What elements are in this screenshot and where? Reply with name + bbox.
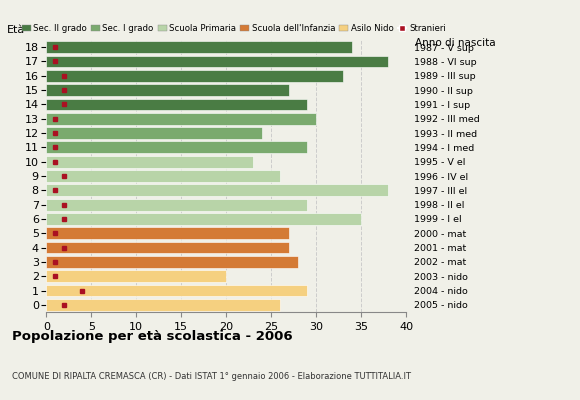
- Bar: [46, 256, 298, 268]
- Bar: [46, 113, 316, 125]
- Bar: [46, 41, 352, 53]
- Y-axis label: Età: Età: [6, 24, 25, 34]
- Bar: [46, 227, 289, 239]
- Bar: [46, 156, 253, 168]
- Bar: [46, 285, 307, 296]
- Bar: [46, 127, 262, 139]
- Bar: [46, 299, 280, 311]
- Bar: [46, 199, 307, 210]
- Bar: [46, 56, 388, 67]
- Bar: [46, 242, 289, 254]
- Bar: [46, 142, 307, 153]
- Bar: [46, 270, 226, 282]
- Bar: [46, 84, 289, 96]
- Legend: Sec. II grado, Sec. I grado, Scuola Primaria, Scuola dell'Infanzia, Asilo Nido, : Sec. II grado, Sec. I grado, Scuola Prim…: [22, 24, 445, 33]
- Bar: [46, 213, 361, 225]
- Text: Popolazione per età scolastica - 2006: Popolazione per età scolastica - 2006: [12, 330, 292, 343]
- Text: COMUNE DI RIPALTA CREMASCA (CR) - Dati ISTAT 1° gennaio 2006 - Elaborazione TUTT: COMUNE DI RIPALTA CREMASCA (CR) - Dati I…: [12, 372, 411, 381]
- Bar: [46, 170, 280, 182]
- Bar: [46, 184, 388, 196]
- Text: Anno di nascita: Anno di nascita: [415, 38, 495, 48]
- Bar: [46, 98, 307, 110]
- Bar: [46, 70, 343, 82]
